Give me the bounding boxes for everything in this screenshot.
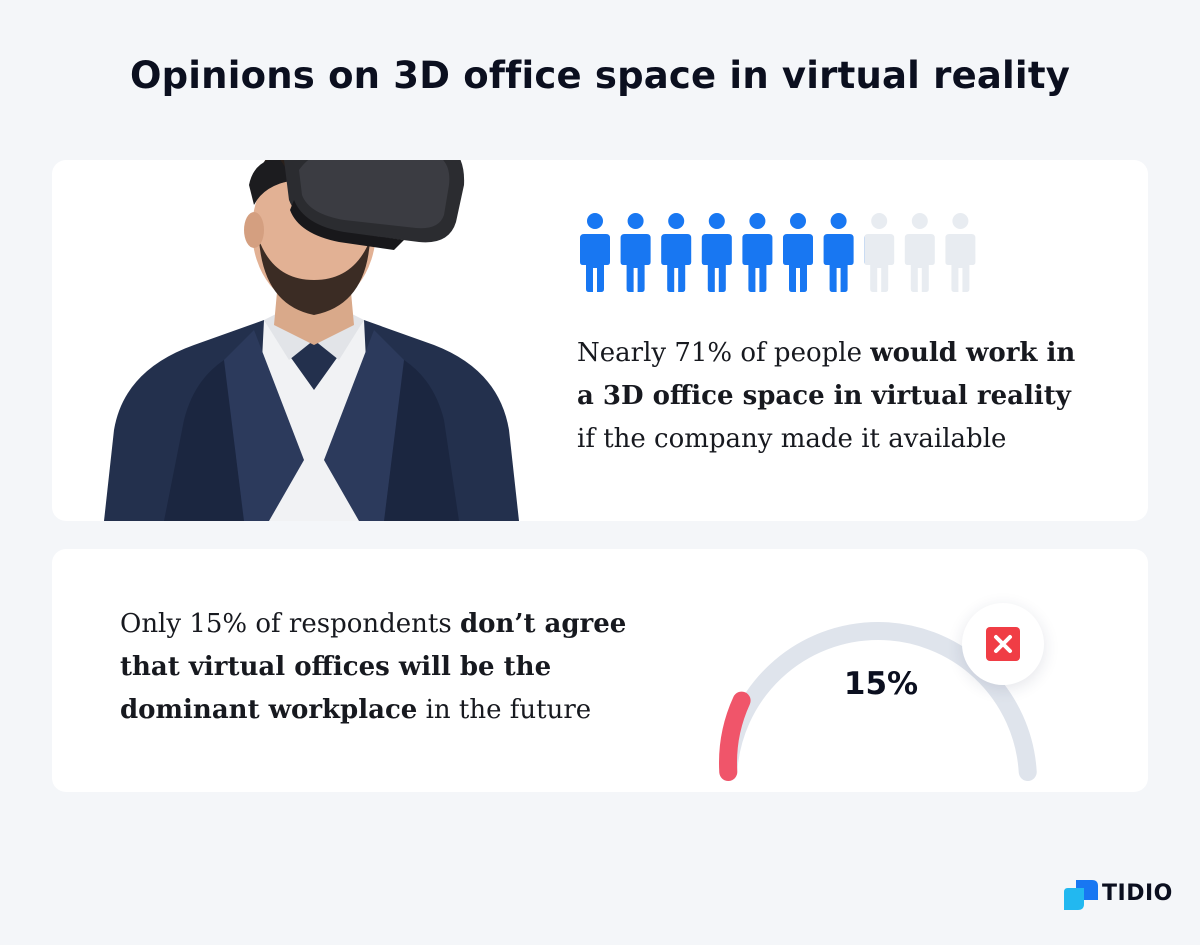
page-title: Opinions on 3D office space in virtual r… [129, 54, 1071, 97]
disagree-badge [962, 603, 1044, 685]
person-icon-filled [661, 213, 692, 292]
dominant-workplace-statement-highlight: don’t agree that virtual offices will be… [120, 609, 627, 725]
vr-work-statement-highlight: would work in a 3D office space in virtu… [577, 338, 1076, 411]
person-icon-empty [945, 213, 976, 292]
tidio-logo-icon [1064, 880, 1098, 910]
person-icon-filled [783, 213, 813, 292]
person-icon-filled [742, 213, 773, 292]
vr-work-statement-suffix: if the company made it available [577, 424, 1007, 454]
disagree-gauge [719, 622, 1037, 781]
person-icon-filled [580, 213, 610, 292]
vr-headset-man-illustration [104, 160, 519, 521]
dominant-workplace-statement: Only 15% of respondents don’t agree that… [120, 603, 680, 732]
person-icon-filled [864, 237, 865, 263]
dominant-workplace-statement-prefix: Only 15% of respondents [120, 609, 460, 639]
person-icon-empty [904, 213, 935, 292]
close-x-icon [986, 627, 1020, 661]
dominant-workplace-statement-suffix: in the future [417, 695, 592, 725]
vr-work-card: Nearly 71% of people would work in a 3D … [52, 160, 1148, 521]
person-icon-filled [823, 213, 854, 292]
dominant-workplace-card: Only 15% of respondents don’t agree that… [52, 549, 1148, 792]
person-icon-filled [701, 213, 732, 292]
brand-name: TIDIO [1102, 881, 1173, 906]
gauge-value-arc [719, 691, 751, 781]
people-icon-array [580, 213, 976, 292]
person-icon-empty [864, 213, 895, 292]
vr-work-statement-prefix: Nearly 71% of people [577, 338, 871, 368]
person-icon-filled [620, 213, 651, 292]
gauge-value-label: 15% [843, 666, 919, 702]
vr-work-statement: Nearly 71% of people would work in a 3D … [577, 332, 1097, 461]
